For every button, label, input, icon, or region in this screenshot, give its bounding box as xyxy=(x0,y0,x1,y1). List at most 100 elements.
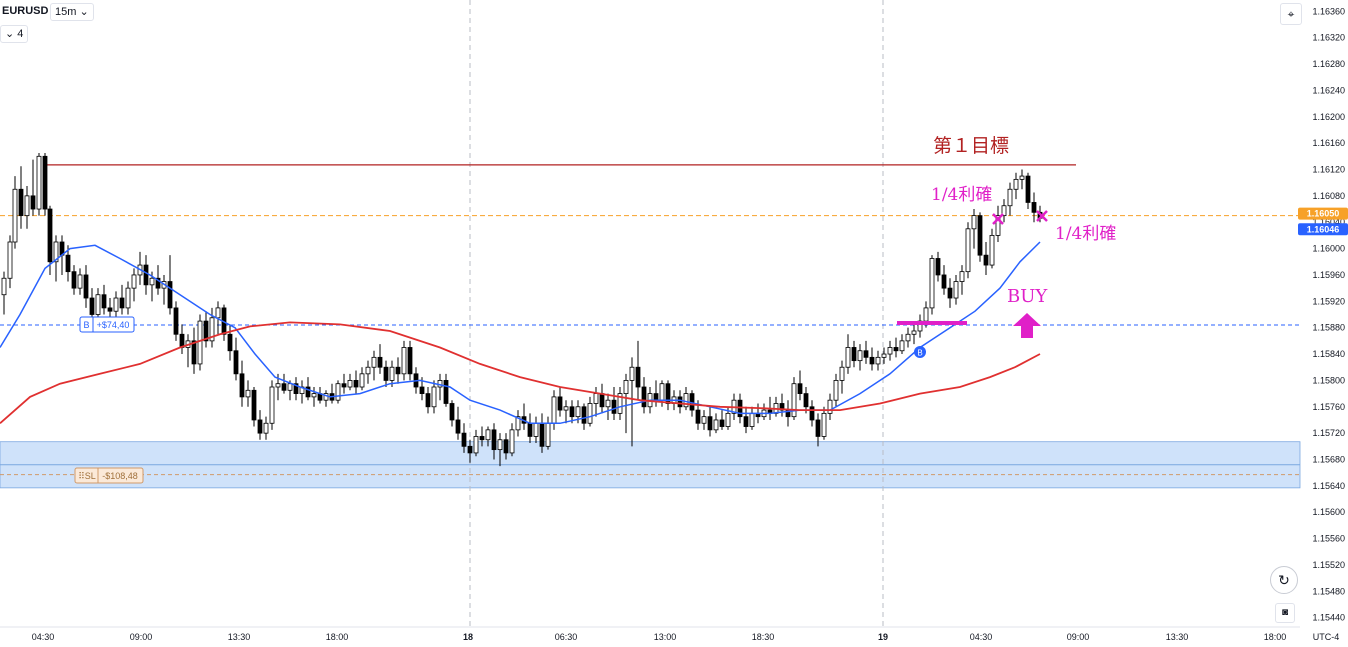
candle-body-up xyxy=(311,393,317,398)
cross-marker-1 xyxy=(992,213,1004,225)
price-tick-label: 1.16160 xyxy=(1312,138,1345,148)
time-tick-label: 13:30 xyxy=(228,632,251,642)
candle xyxy=(635,340,641,401)
candle xyxy=(713,413,719,434)
candle-body-down xyxy=(569,406,575,418)
candle-body-up xyxy=(7,241,13,279)
candle xyxy=(239,360,245,407)
candle xyxy=(581,403,587,430)
candle xyxy=(959,265,965,295)
candle-body-down xyxy=(239,373,245,398)
candle-body-down xyxy=(71,271,77,289)
candle-body-up xyxy=(389,366,395,381)
candle xyxy=(629,357,635,447)
time-tick-label: 18 xyxy=(463,632,473,642)
candle-body-up xyxy=(881,353,887,358)
candle-body-down xyxy=(503,439,509,454)
candle xyxy=(473,429,479,457)
timezone-label[interactable]: UTC-4 xyxy=(1313,632,1340,642)
price-tick-label: 1.15720 xyxy=(1312,428,1345,438)
candle-body-down xyxy=(203,320,209,342)
candle-body-up xyxy=(275,383,281,388)
candle-body-up xyxy=(887,347,893,355)
candle-body-up xyxy=(629,366,635,381)
candle-body-up xyxy=(197,320,203,365)
candle-body-down xyxy=(143,264,149,286)
candle-body-up xyxy=(347,380,353,388)
price-tick-label: 1.16040 xyxy=(1312,217,1345,227)
candle xyxy=(929,255,935,315)
time-tick-label: 13:00 xyxy=(654,632,677,642)
candle xyxy=(875,350,881,371)
candle xyxy=(227,324,233,361)
candle xyxy=(869,347,875,371)
candle xyxy=(42,153,48,216)
candle xyxy=(167,255,173,315)
candle-body-up xyxy=(36,155,42,210)
candle xyxy=(119,284,125,315)
candle-body-down xyxy=(383,366,389,381)
candle-body-down xyxy=(251,389,257,421)
candle-body-up xyxy=(125,287,131,309)
candle xyxy=(341,373,347,394)
candle-body-up xyxy=(575,406,581,418)
candle-body-up xyxy=(485,429,491,441)
candle-body-down xyxy=(947,287,953,299)
price-tick-label: 1.15480 xyxy=(1312,586,1345,596)
position-label[interactable]: B +$74,40 xyxy=(79,316,135,333)
candle-body-down xyxy=(42,155,48,210)
candle xyxy=(773,396,779,417)
candle xyxy=(269,380,275,430)
time-tick-label: 09:00 xyxy=(1067,632,1090,642)
candle-body-up xyxy=(431,386,437,408)
cross-marker-2 xyxy=(1036,210,1048,222)
candle-body-down xyxy=(425,393,431,408)
stop-loss-label[interactable]: ⠿SL -$108,48 xyxy=(74,467,144,484)
candle-body-up xyxy=(659,383,665,401)
candle xyxy=(839,360,845,394)
stop-loss-pnl: -$108,48 xyxy=(102,471,138,481)
candle-body-down xyxy=(581,406,587,424)
candle xyxy=(311,387,317,407)
candle-body-down xyxy=(47,208,53,263)
candle xyxy=(965,222,971,279)
candle xyxy=(743,406,749,434)
candle xyxy=(569,400,575,424)
candle-body-up xyxy=(473,436,479,454)
candle-body-up xyxy=(749,412,755,427)
camera-icon[interactable]: ◙ xyxy=(1275,603,1295,623)
candle xyxy=(89,288,95,322)
candle-body-up xyxy=(1013,178,1019,190)
price-tick-label: 1.15560 xyxy=(1312,534,1345,544)
fullscreen-icon[interactable]: ⌖ xyxy=(1280,3,1302,25)
time-tick-label: 09:00 xyxy=(130,632,153,642)
candle xyxy=(18,166,24,229)
candle xyxy=(503,433,509,460)
candle xyxy=(521,403,527,430)
interval-selector[interactable]: 15m ⌄ xyxy=(50,3,94,21)
candle-body-down xyxy=(233,350,239,375)
candle xyxy=(77,268,83,295)
candle xyxy=(791,377,797,420)
indicator-collapse-toggle[interactable]: ⌄ 4 xyxy=(0,25,29,43)
candle xyxy=(47,205,53,275)
buy-execution-marker-label: B xyxy=(917,349,922,358)
symbol-label[interactable]: EURUSD xyxy=(0,3,53,19)
candle-body-up xyxy=(989,235,995,266)
candle-body-up xyxy=(371,356,377,368)
time-axis[interactable]: 04:30 09:00 13:30 18:00 18 06:30 13:00 18:30 19 0… xyxy=(32,632,1287,642)
candle-body-down xyxy=(695,409,701,424)
replay-icon[interactable]: ↻ xyxy=(1270,566,1298,594)
price-axis[interactable]: 1.16360 1.16320 1.16280 1.16240 1.16200 1.161… xyxy=(1312,6,1345,622)
candle-body-up xyxy=(965,228,971,273)
candle-body-down xyxy=(173,307,179,335)
candle-body-up xyxy=(401,347,407,375)
candle xyxy=(599,383,605,414)
candle xyxy=(233,337,239,381)
candle xyxy=(125,281,131,315)
price-tick-label: 1.15640 xyxy=(1312,481,1345,491)
candle xyxy=(257,410,263,440)
candle xyxy=(1025,172,1031,210)
current-price-badge: 1.16050 xyxy=(1298,207,1348,220)
